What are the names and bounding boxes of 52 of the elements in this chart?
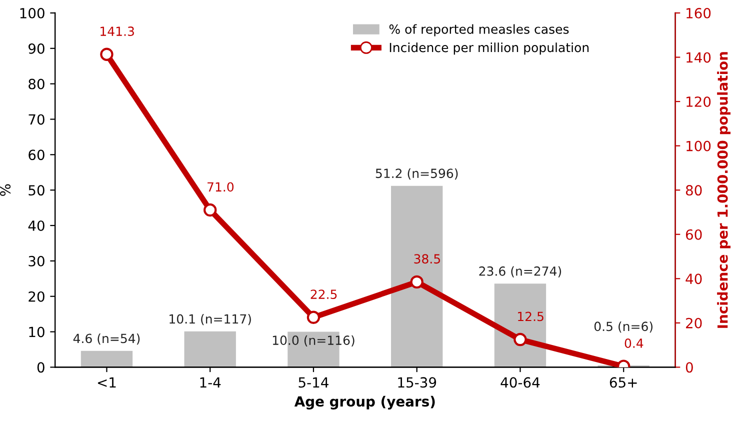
y2-tick-label: 40: [686, 274, 702, 284]
y-tick-label: 50: [28, 185, 44, 196]
x-tick-label: 5-14: [298, 377, 328, 388]
data-label: 10.0 (n=116): [272, 335, 354, 346]
data-label: 51.2 (n=596): [376, 168, 458, 180]
data-label: 12.5: [518, 312, 544, 322]
bar: [391, 186, 443, 368]
y-tick-label: 10: [29, 326, 44, 338]
y-axis-title: %: [0, 184, 11, 196]
data-label: 0.5 (n=6): [594, 321, 652, 333]
data-label: 22.5: [310, 290, 337, 300]
data-label: 141.3: [100, 26, 134, 36]
y2-tick-label: 160: [686, 8, 711, 18]
x-tick-label: 15-39: [398, 377, 436, 388]
y-tick-label: 100: [20, 8, 44, 18]
y-tick-label: 70: [28, 114, 44, 125]
y-tick-label: 20: [28, 291, 44, 302]
point: [306, 310, 320, 324]
y-tick-label: 30: [28, 256, 44, 266]
data-label: 4.6 (n=54): [73, 334, 140, 345]
data-label: 10.1 (n=117): [170, 314, 251, 326]
bar: [80, 350, 133, 368]
y-tick-label: 60: [28, 150, 44, 160]
x-tick-label: 65+: [610, 377, 637, 388]
bar: [494, 284, 546, 368]
y-tick-label: 90: [28, 43, 44, 54]
x-tick-label: 40-64: [500, 377, 540, 388]
point: [514, 332, 527, 346]
y2-tick-label: 100: [686, 140, 711, 152]
y2-tick-label: 60: [686, 229, 702, 240]
y-tick-label: 40: [28, 220, 44, 231]
point: [204, 203, 217, 217]
x-tick-label: <1: [98, 377, 116, 388]
y2-tick-label: 80: [686, 185, 702, 196]
data-label: 23.6 (n=274): [479, 266, 562, 278]
bar: [184, 331, 236, 368]
data-label: 71.0: [208, 182, 234, 192]
data-label: 38.5: [414, 254, 440, 264]
y2-tick-label: 0: [686, 362, 693, 373]
y2-tick-label: 140: [686, 52, 711, 63]
x-tick-label: 1-4: [200, 377, 221, 388]
y-tick-label: 0: [37, 362, 44, 373]
x-axis-title: Age group (years): [294, 396, 435, 410]
point: [410, 275, 424, 289]
legend-label: Incidence per million population: [390, 42, 589, 55]
y2-tick-label: 20: [686, 318, 702, 328]
legend-label: % of reported measles cases: [389, 24, 569, 36]
point: [100, 48, 114, 61]
data-label: 0.4: [624, 338, 644, 348]
y-tick-label: 80: [28, 78, 44, 90]
y2-tick-label: 120: [686, 96, 711, 107]
y2-axis-title: Incidence per 1.000.000 population: [717, 52, 731, 328]
